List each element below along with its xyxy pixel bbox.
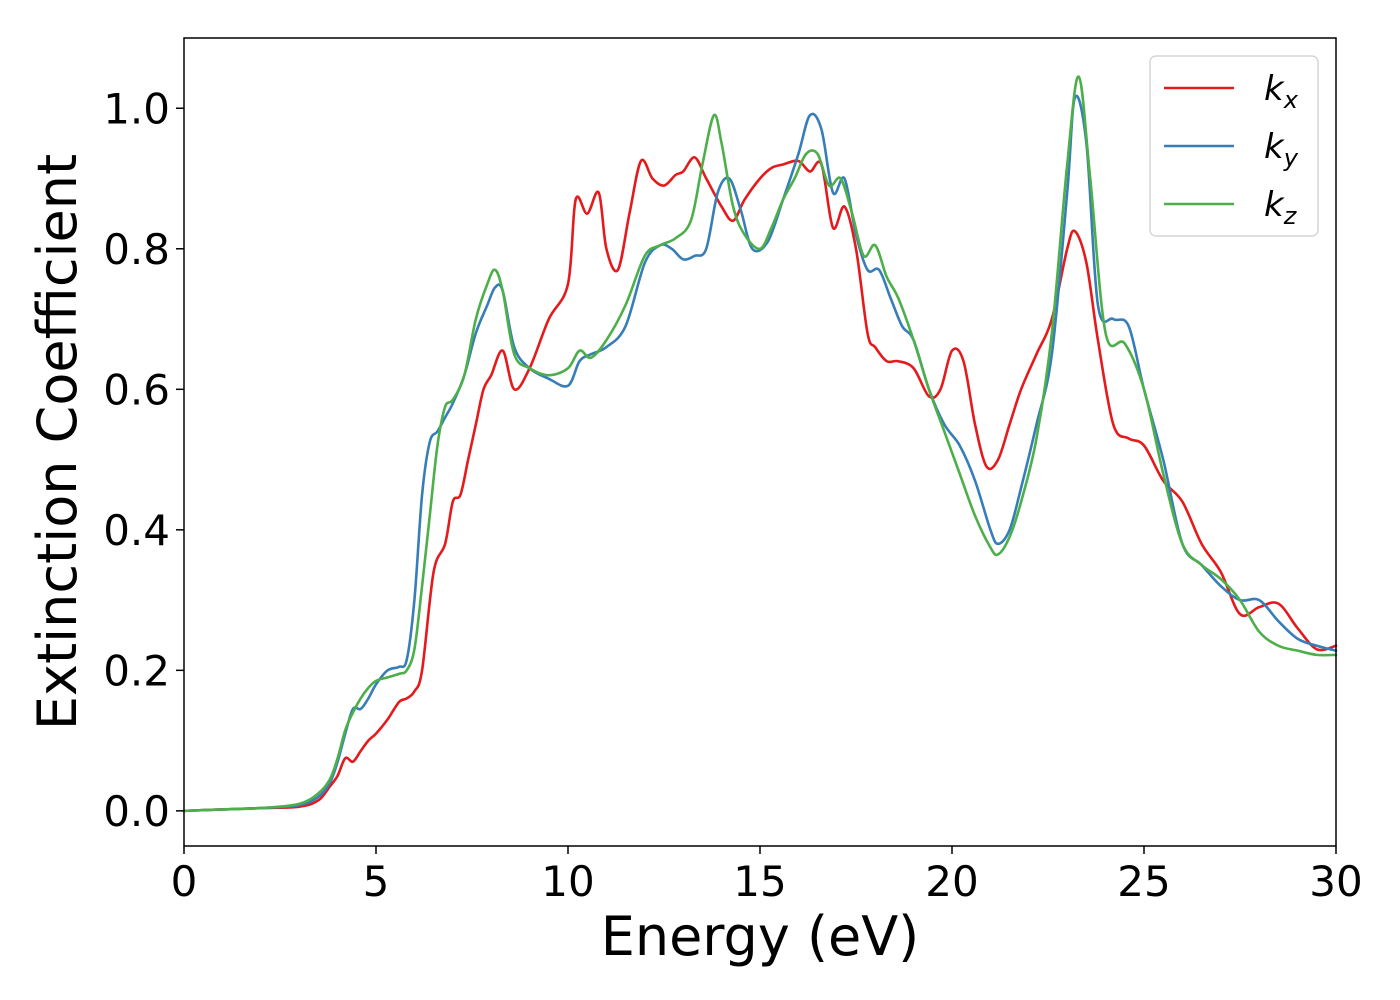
y-tick-label: 0.4: [103, 506, 170, 555]
series-layer: [182, 75, 1338, 813]
x-tick-label: 30: [1309, 857, 1362, 906]
x-axis-ticks: 0 5 10 15 20 25 30: [171, 846, 1363, 906]
legend-label-kx: kx: [1264, 69, 1299, 114]
x-axis-title: Energy (eV): [601, 905, 920, 968]
legend-label-ky: ky: [1264, 127, 1299, 172]
x-tick-label: 5: [363, 857, 390, 906]
y-tick-label: 0.6: [103, 365, 170, 414]
x-tick-label: 15: [733, 857, 786, 906]
legend-label-kz: kz: [1264, 185, 1298, 230]
x-tick-label: 0: [171, 857, 198, 906]
y-tick-label: 0.0: [103, 787, 170, 836]
series-line-kz: [182, 75, 1338, 813]
y-axis-title: Extinction Coefficient: [26, 154, 89, 730]
y-tick-label: 0.8: [103, 225, 170, 274]
y-tick-label: 1.0: [103, 84, 170, 133]
y-tick-label: 0.2: [103, 646, 170, 695]
plot-background: [184, 38, 1336, 846]
legend: kx ky kz: [1149, 55, 1319, 237]
series-line-kx: [182, 156, 1338, 813]
y-axis-ticks: 0.0 0.2 0.4 0.6 0.8 1.0: [103, 84, 184, 836]
x-tick-label: 25: [1117, 857, 1170, 906]
x-tick-label: 10: [541, 857, 594, 906]
x-tick-label: 20: [925, 857, 978, 906]
series-line-ky: [182, 94, 1338, 813]
